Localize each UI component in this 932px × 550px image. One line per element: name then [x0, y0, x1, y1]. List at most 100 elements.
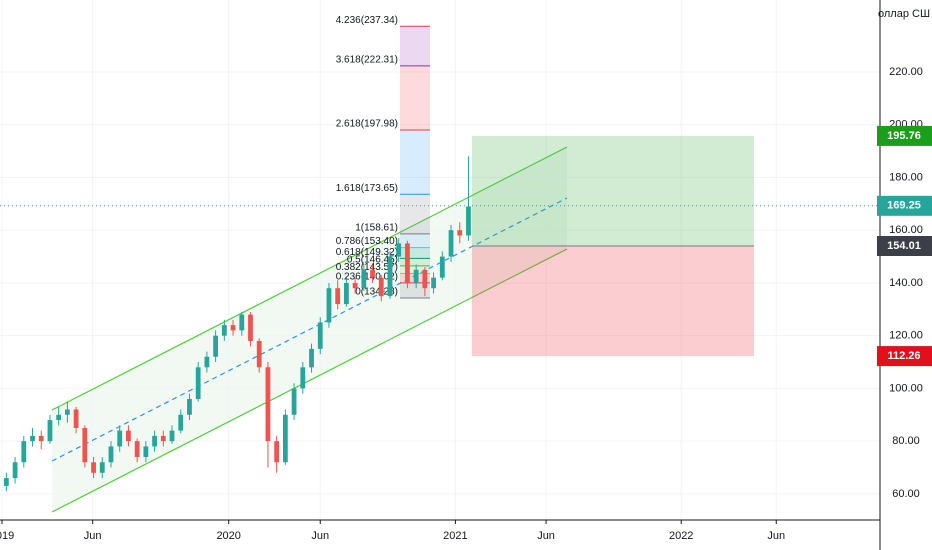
- candle-body: [213, 335, 219, 357]
- candle-body: [378, 277, 384, 297]
- candle-body: [230, 325, 236, 331]
- price-badge-label: 169.25: [887, 200, 921, 212]
- target-zone: [472, 135, 754, 246]
- x-tick-label: Jun: [311, 530, 329, 542]
- price-badge: [877, 235, 932, 256]
- price-badge-label: 112.26: [887, 350, 920, 362]
- candle-body: [300, 367, 306, 389]
- y-tick-label: 120.00: [889, 330, 923, 342]
- candle-body: [204, 356, 210, 368]
- candle-body: [152, 435, 157, 447]
- time-axis: [0, 520, 932, 550]
- fib-label: 0.5(146.45): [347, 255, 398, 266]
- candle-body: [466, 206, 471, 236]
- fib-label: 0.236(140.02): [336, 272, 398, 283]
- fib-label: 0(134.28): [355, 287, 398, 298]
- candle-body: [56, 414, 62, 421]
- x-tick-label: Jun: [84, 530, 102, 542]
- candle-body: [387, 256, 393, 297]
- candle-body: [187, 398, 192, 415]
- candle-body: [309, 348, 314, 368]
- candle-body: [361, 269, 367, 289]
- x-tick-label: Jun: [537, 530, 555, 542]
- candle-body: [274, 441, 280, 463]
- fib-zone: [400, 65, 430, 131]
- candle-body: [38, 435, 44, 442]
- candle-body: [21, 441, 27, 463]
- x-tick-label: Jun: [767, 530, 785, 542]
- candle-body: [99, 462, 105, 473]
- y-tick-label: 80.00: [892, 435, 920, 447]
- candle-body: [352, 282, 358, 289]
- candle-body: [64, 409, 70, 415]
- fib-label: 2.618(197.98): [336, 119, 398, 130]
- x-tick-label: 2020: [216, 530, 240, 542]
- candle-body: [396, 243, 402, 257]
- fib-label: 0.618(149.32): [336, 247, 398, 258]
- candle-body: [169, 430, 175, 442]
- candle-body: [291, 388, 297, 415]
- candle-body: [221, 325, 227, 336]
- candle-body: [91, 462, 96, 473]
- price-badge-label: 154.01: [887, 240, 921, 252]
- channel-mid: [51, 197, 568, 462]
- candle-body: [30, 435, 35, 442]
- candle-body: [126, 430, 131, 442]
- fib-zone: [400, 247, 430, 259]
- candle-body: [317, 322, 323, 349]
- y-tick-label: 60.00: [892, 488, 920, 500]
- candle-body: [239, 314, 245, 331]
- price-badge: [877, 125, 932, 146]
- candle-body: [160, 435, 166, 442]
- candle-body: [73, 409, 79, 428]
- candle-body: [12, 462, 18, 479]
- candle-body: [335, 288, 341, 305]
- candle-body: [282, 414, 288, 463]
- y-tick-label: 100.00: [889, 382, 923, 394]
- currency-label: оллар СШ: [878, 8, 930, 20]
- fib-zone: [400, 194, 430, 234]
- candle-body: [47, 420, 53, 442]
- fib-label: 1(158.61): [355, 223, 398, 234]
- x-tick-label: 2022: [669, 530, 693, 542]
- candle-body: [178, 414, 184, 431]
- candle-body: [143, 446, 149, 457]
- candle-body: [108, 446, 114, 463]
- channel-upper: [51, 146, 568, 411]
- y-tick-label: 140.00: [889, 277, 923, 289]
- y-tick-label: 220.00: [889, 66, 923, 78]
- fib-label: 1.618(173.65): [336, 183, 398, 194]
- price-axis: [880, 0, 932, 550]
- candle-body: [195, 367, 201, 399]
- candle-body: [422, 269, 428, 289]
- candle-body: [265, 367, 271, 442]
- fib-label: 0.786(153.40): [336, 236, 398, 247]
- candle-body: [134, 441, 140, 457]
- candle-body: [256, 340, 262, 368]
- price-badge: [877, 195, 932, 216]
- candle-body: [344, 282, 349, 305]
- candle-body: [448, 230, 454, 257]
- channel-lower: [51, 248, 568, 513]
- candle-body: [3, 478, 9, 486]
- candle-body: [117, 430, 123, 447]
- candle-body: [457, 230, 463, 236]
- fib-zone: [400, 130, 430, 195]
- fib-label: 0.382(143.57): [336, 262, 398, 273]
- candle-body: [439, 256, 445, 278]
- candle-body: [431, 277, 436, 289]
- fib-zone: [400, 258, 430, 266]
- candle-body: [405, 243, 410, 283]
- candle-body: [413, 269, 419, 283]
- fib-zone: [400, 265, 430, 274]
- candle-body: [326, 288, 332, 323]
- fib-zone: [400, 26, 430, 66]
- stop-zone: [472, 245, 754, 357]
- price-badge: [877, 346, 932, 367]
- fib-label: 4.236(237.34): [336, 15, 398, 26]
- candle-body: [370, 269, 375, 278]
- price-badge-label: 195.76: [887, 130, 921, 142]
- y-tick-label: 180.00: [889, 171, 923, 183]
- x-tick-label: 2021: [443, 530, 467, 542]
